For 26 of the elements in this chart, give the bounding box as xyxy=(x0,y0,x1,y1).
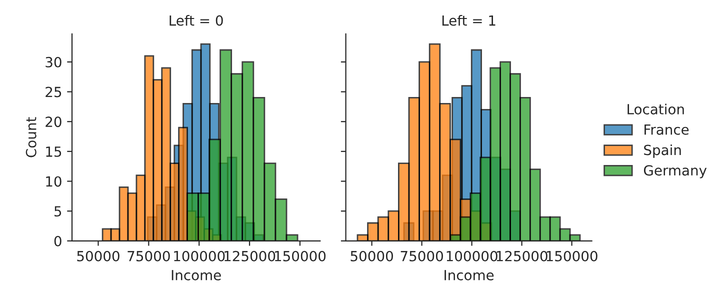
chart-title: Left = 1 xyxy=(442,15,496,26)
x-tick-label: 50000 xyxy=(77,250,120,262)
x-tick-label: 100000 xyxy=(446,250,498,262)
legend-label: Germany xyxy=(644,165,707,178)
legend-label: Spain xyxy=(644,144,681,158)
y-axis-title: Count xyxy=(26,117,36,158)
y-tick-label: 10 xyxy=(46,176,62,187)
x-tick-label: 150000 xyxy=(546,250,598,262)
x-tick-label: 50000 xyxy=(350,250,393,262)
legend-title: Location xyxy=(628,104,684,114)
y-tick-label: 30 xyxy=(46,56,62,68)
y-tick-label: 15 xyxy=(46,146,62,157)
x-tick-label: 75000 xyxy=(128,250,170,262)
y-tick-label: 0 xyxy=(54,236,62,246)
x-tick-label: 75000 xyxy=(400,250,443,262)
y-tick-label: 20 xyxy=(46,116,62,128)
y-tick-label: 25 xyxy=(46,86,62,98)
legend-label: France xyxy=(644,124,689,135)
x-tick-label: 125000 xyxy=(496,250,548,262)
x-axis-title: Income xyxy=(444,270,494,280)
x-tick-label: 150000 xyxy=(274,250,326,262)
x-axis-title: Income xyxy=(172,270,221,280)
x-tick-label: 125000 xyxy=(224,250,276,262)
chart-title: Left = 0 xyxy=(170,15,223,26)
x-tick-label: 100000 xyxy=(174,250,225,262)
y-tick-label: 5 xyxy=(54,206,62,217)
